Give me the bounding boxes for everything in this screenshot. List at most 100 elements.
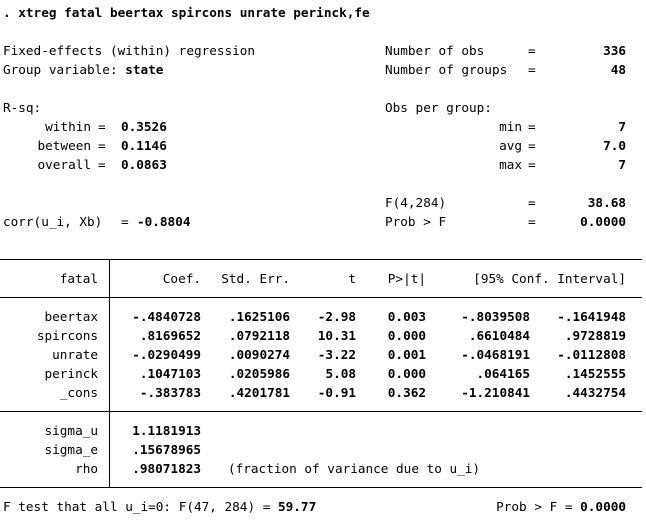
eq-sign: = [528,43,536,58]
num-groups-value: 48 [610,62,626,77]
table-header-ci: [95% Conf. Interval] [473,271,626,286]
row-se: .4201781 [228,385,290,400]
row-ci-low: -.8039508 [461,309,530,324]
eq-sign: = [98,119,106,134]
row-coef: .15678965 [132,442,201,457]
row-t: 5.08 [325,366,356,381]
rsq-within-value: 0.3526 [121,119,167,134]
obs-max-label: max [499,157,522,172]
row-coef: .1047103 [139,366,201,381]
row-p: 0.001 [387,347,426,362]
row-ci-low: .6610484 [468,328,530,343]
row-p: 0.000 [387,366,426,381]
f-stat-label: F(4,284) [385,195,447,210]
eq-sign: = [98,138,106,153]
row-variable: sigma_u [44,423,98,438]
row-ci-low: .064165 [476,366,530,381]
row-variable: unrate [52,347,98,362]
row-se: .0090274 [228,347,290,362]
rho-note: (fraction of variance due to u_i) [228,461,481,476]
rsq-within-label: within [45,119,91,134]
eq-sign: = [528,214,536,229]
ftest-stat: F(47, 284) = [178,499,271,514]
row-coef: 1.1181913 [132,423,201,438]
row-t: -3.22 [317,347,356,362]
row-ci-low: -1.210841 [461,385,530,400]
rsq-between-label: between [37,138,91,153]
row-t: 10.31 [317,328,356,343]
f-stat-value: 38.68 [587,195,626,210]
table-bottom-rule [0,487,642,488]
row-p: 0.003 [387,309,426,324]
eq-sign: = [528,157,536,172]
num-obs-label: Number of obs [385,43,485,58]
row-se: .0792118 [228,328,290,343]
row-t: -0.91 [317,385,356,400]
row-ci-high: .9728819 [564,328,626,343]
row-se: .1625106 [228,309,290,324]
ftest-label: F test that all u_i=0: [3,499,172,514]
row-variable: rho [75,461,98,476]
row-variable: perinck [44,366,98,381]
obs-avg-label: avg [499,138,522,153]
row-ci-low: -.0468191 [461,347,530,362]
obs-max-value: 7 [618,157,626,172]
corr-label: corr(u_i, Xb) [3,214,103,229]
ftest-line: F test that all u_i=0: F(47, 284) = 59.7… [3,497,316,516]
table-header-rule [0,297,642,298]
table-column-divider [109,259,110,487]
eq-sign: = [528,119,536,134]
num-obs-value: 336 [603,43,626,58]
prob-f-label: Prob > F [385,214,447,229]
row-t: -2.98 [317,309,356,324]
corr-value: -0.8804 [137,214,191,229]
group-variable-label: Group variable: [3,62,118,77]
row-ci-high: -.1641948 [557,309,626,324]
row-variable: spircons [36,328,98,343]
row-variable: _cons [59,385,98,400]
row-coef: -.383783 [139,385,201,400]
row-ci-high: -.0112808 [557,347,626,362]
num-groups-label: Number of groups [385,62,508,77]
ftest-prob-label: Prob > F = [496,499,573,514]
row-p: 0.362 [387,385,426,400]
table-header-p: P>|t| [387,271,426,286]
obs-min-value: 7 [618,119,626,134]
rsq-between-value: 0.1146 [121,138,167,153]
group-variable-value: state [125,62,164,77]
table-header-depvar: fatal [59,271,98,286]
ftest-prob: Prob > F = 0.0000 [440,497,626,516]
row-coef: .98071823 [132,461,201,476]
eq-sign: = [528,62,536,77]
row-coef: .8169652 [139,328,201,343]
row-variable: beertax [44,309,98,324]
table-top-rule [0,259,642,260]
rsq-overall-label: overall [37,157,91,172]
row-se: .0205986 [228,366,290,381]
table-header-se: Std. Err. [221,271,290,286]
eq-sign: = [528,195,536,210]
row-variable: sigma_e [44,442,98,457]
ftest-value: 59.77 [278,499,317,514]
rsq-label: R-sq: [3,100,42,115]
table-header-t: t [348,271,356,286]
eq-sign: = [98,157,106,172]
rsq-overall-value: 0.0863 [121,157,167,172]
row-coef: -.0290499 [132,347,201,362]
table-body-rule [0,411,642,412]
row-ci-high: .4432754 [564,385,626,400]
prob-f-value: 0.0000 [580,214,626,229]
row-p: 0.000 [387,328,426,343]
ftest-prob-value: 0.0000 [580,499,626,514]
model-title: Fixed-effects (within) regression [3,43,256,58]
eq-sign: = [121,214,129,229]
table-header-coef: Coef. [162,271,201,286]
obs-min-label: min [499,119,522,134]
group-variable: Group variable: state [3,60,163,79]
obs-avg-value: 7.0 [603,138,626,153]
row-coef: -.4840728 [132,309,201,324]
row-ci-high: .1452555 [564,366,626,381]
obs-per-group-label: Obs per group: [385,100,492,115]
command-line: . xtreg fatal beertax spircons unrate pe… [3,5,370,20]
eq-sign: = [528,138,536,153]
